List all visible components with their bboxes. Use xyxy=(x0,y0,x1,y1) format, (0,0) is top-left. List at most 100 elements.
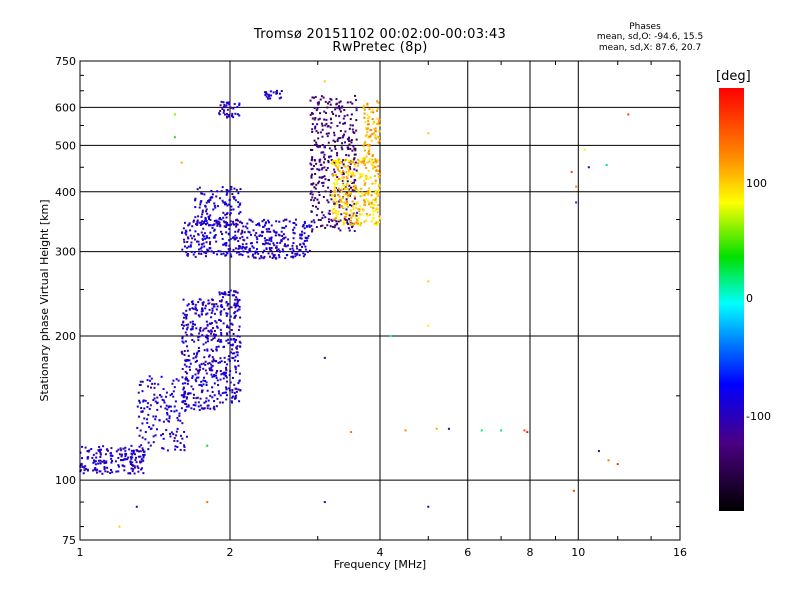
data-point xyxy=(352,212,355,215)
data-point xyxy=(374,179,377,182)
data-point xyxy=(262,257,265,260)
data-point xyxy=(206,323,209,326)
data-point xyxy=(230,322,233,325)
data-point xyxy=(213,329,216,332)
data-point xyxy=(353,188,356,191)
data-point xyxy=(152,424,155,427)
data-point xyxy=(359,175,362,178)
data-point xyxy=(207,199,210,202)
data-point xyxy=(339,190,342,193)
data-point xyxy=(111,454,114,457)
data-point xyxy=(220,253,223,256)
data-point xyxy=(194,303,197,306)
data-point xyxy=(311,204,314,207)
data-point xyxy=(194,373,197,376)
data-point xyxy=(185,313,188,316)
data-point xyxy=(142,454,145,457)
data-point xyxy=(376,221,379,224)
data-point xyxy=(200,246,203,249)
data-point xyxy=(353,195,356,198)
data-point xyxy=(137,391,140,394)
data-point xyxy=(307,234,310,237)
data-point xyxy=(290,255,293,258)
data-point xyxy=(211,360,214,363)
data-point xyxy=(194,356,197,359)
data-point xyxy=(249,219,252,222)
data-point xyxy=(197,240,200,243)
data-point xyxy=(341,179,344,182)
data-point xyxy=(334,197,337,200)
data-point xyxy=(326,166,329,169)
data-point xyxy=(337,157,340,160)
data-point xyxy=(254,256,257,259)
data-point xyxy=(200,243,203,246)
data-point xyxy=(374,198,377,201)
data-point xyxy=(210,332,213,335)
data-point xyxy=(336,168,339,171)
data-point xyxy=(129,463,132,466)
data-point xyxy=(203,376,206,379)
data-point xyxy=(365,175,368,178)
data-point xyxy=(378,189,381,192)
data-point xyxy=(231,294,234,297)
data-point xyxy=(195,376,198,379)
data-point xyxy=(198,315,201,318)
data-point xyxy=(329,126,332,129)
data-point xyxy=(361,194,364,197)
data-point xyxy=(359,224,362,227)
data-point xyxy=(213,359,216,362)
data-point xyxy=(304,245,307,248)
data-point xyxy=(210,363,213,366)
data-point xyxy=(349,192,352,195)
data-point xyxy=(99,456,102,459)
data-point xyxy=(376,211,379,214)
data-point xyxy=(225,216,228,219)
data-point xyxy=(213,400,216,403)
data-point xyxy=(245,242,248,245)
data-point xyxy=(222,216,225,219)
data-point xyxy=(237,304,240,307)
data-point xyxy=(333,226,336,229)
data-point xyxy=(187,303,190,306)
data-point xyxy=(191,334,194,337)
data-point xyxy=(146,379,149,382)
data-point xyxy=(154,415,157,418)
data-point xyxy=(175,430,178,433)
data-point xyxy=(146,402,149,405)
data-point xyxy=(333,159,336,162)
data-point xyxy=(204,255,207,258)
data-point xyxy=(224,113,227,116)
data-point xyxy=(310,198,313,201)
data-point xyxy=(320,163,323,166)
data-point xyxy=(199,223,202,226)
data-point xyxy=(328,213,331,216)
data-point xyxy=(229,247,232,250)
data-point xyxy=(194,238,197,241)
data-point xyxy=(316,207,319,210)
data-point xyxy=(331,163,334,166)
data-point xyxy=(280,96,283,99)
data-point xyxy=(339,171,342,174)
data-point xyxy=(328,209,331,212)
data-point xyxy=(575,185,578,188)
data-point xyxy=(205,252,208,255)
data-point xyxy=(192,357,195,360)
data-point xyxy=(354,161,357,164)
data-point xyxy=(206,222,209,225)
data-point xyxy=(216,326,219,329)
data-point xyxy=(340,146,343,149)
data-point xyxy=(228,239,231,242)
data-point xyxy=(148,407,151,410)
data-point xyxy=(232,357,235,360)
data-point xyxy=(229,220,232,223)
data-point xyxy=(354,99,357,102)
data-point xyxy=(214,233,217,236)
data-point xyxy=(183,444,186,447)
data-point xyxy=(198,186,201,189)
data-point xyxy=(200,363,203,366)
data-point xyxy=(169,394,172,397)
data-point xyxy=(173,437,176,440)
data-point xyxy=(261,251,264,254)
data-point xyxy=(169,432,172,435)
data-point xyxy=(355,221,358,224)
